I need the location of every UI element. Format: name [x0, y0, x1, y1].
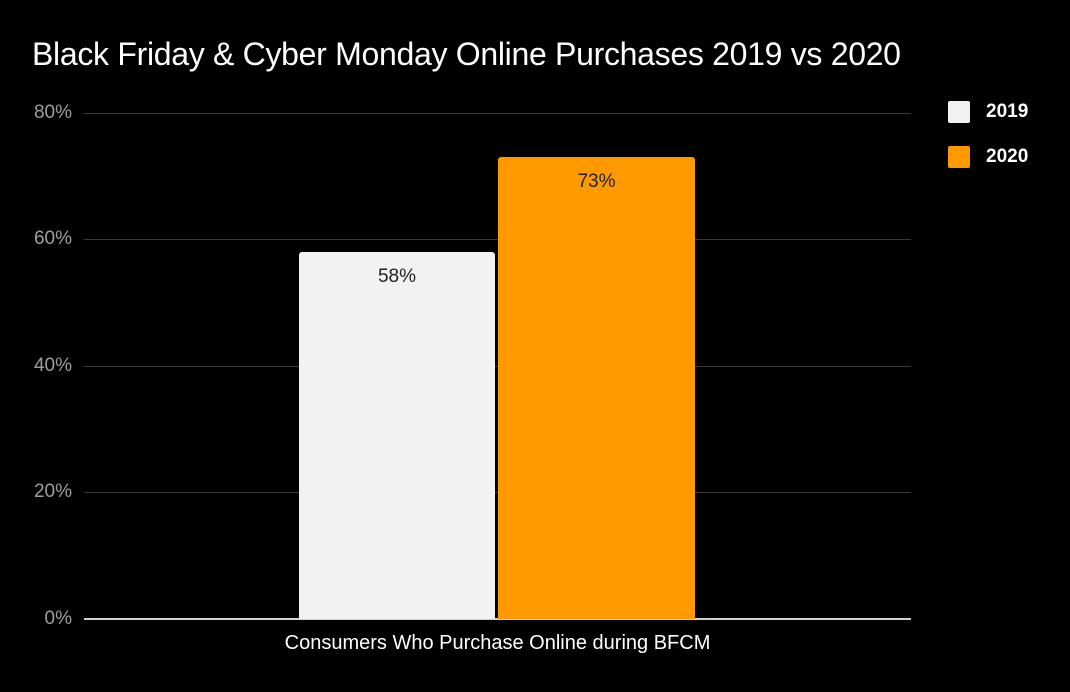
- x-axis-baseline: [84, 618, 911, 620]
- gridline-60: [84, 239, 911, 240]
- bar-value-label-2020: 73%: [577, 171, 616, 192]
- legend-item-2019[interactable]: 2019: [948, 100, 1028, 123]
- bar-2020[interactable]: 73%: [498, 157, 695, 619]
- legend: 2019 2020: [948, 100, 1028, 190]
- y-tick-60: 60%: [33, 228, 72, 249]
- plot-area: 58% 73%: [84, 113, 911, 620]
- chart-title: Black Friday & Cyber Monday Online Purch…: [32, 36, 901, 72]
- gridline-40: [84, 366, 911, 367]
- y-tick-20: 20%: [33, 481, 72, 502]
- bar-2019[interactable]: 58%: [299, 252, 495, 619]
- bar-value-label-2019: 58%: [377, 266, 417, 287]
- gridline-20: [84, 492, 911, 493]
- y-tick-40: 40%: [33, 355, 72, 376]
- x-axis-category-label: Consumers Who Purchase Online during BFC…: [284, 632, 711, 654]
- gridline-80: [84, 113, 911, 114]
- y-tick-0: 0%: [44, 608, 72, 629]
- legend-item-2020[interactable]: 2020: [948, 145, 1028, 168]
- legend-swatch-2020: [948, 145, 970, 168]
- legend-swatch-2019: [948, 100, 970, 123]
- legend-label-2020: 2020: [986, 145, 1029, 167]
- y-tick-80: 80%: [33, 102, 72, 123]
- legend-label-2019: 2019: [986, 100, 1029, 122]
